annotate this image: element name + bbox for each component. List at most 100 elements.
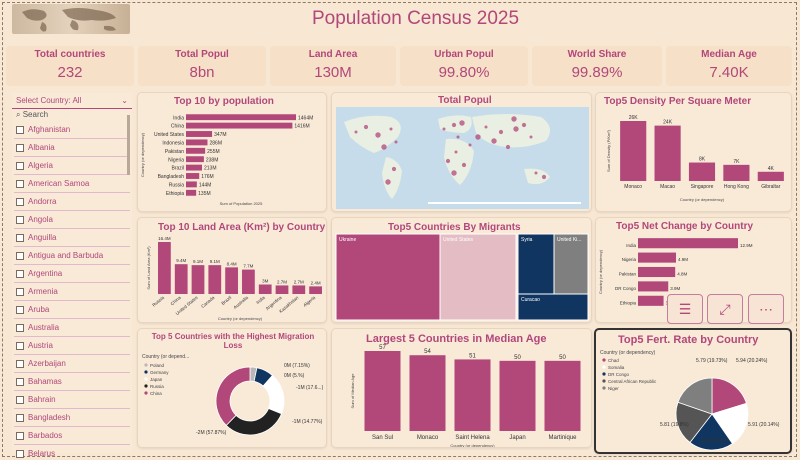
checkbox[interactable] — [16, 215, 24, 224]
map-bubble — [491, 138, 497, 144]
checkbox[interactable] — [16, 125, 24, 134]
legend-marker — [602, 379, 606, 383]
slicer-item[interactable]: Andorra — [14, 193, 130, 211]
bar — [225, 267, 238, 294]
treemap-tile — [517, 293, 589, 321]
slicer-item[interactable]: Angola — [14, 211, 130, 229]
tick-label: Ethiopia — [166, 191, 184, 197]
slicer-item[interactable]: Bangladesh — [14, 409, 130, 427]
slicer-item[interactable]: Afghanistan — [14, 121, 130, 139]
bar — [454, 359, 491, 431]
checkbox[interactable] — [16, 431, 24, 440]
tick-label: Brazil — [220, 295, 232, 306]
more-options-icon[interactable]: ⋯ — [748, 294, 784, 324]
checkbox[interactable] — [16, 359, 24, 368]
slicer-item[interactable]: Azerbaijan — [14, 355, 130, 373]
kpi-value: 7.40K — [709, 64, 749, 81]
checkbox[interactable] — [16, 305, 24, 314]
legend-marker — [144, 370, 148, 374]
map-bubble — [541, 174, 547, 180]
checkbox[interactable] — [16, 323, 24, 332]
tick-label: Bangladesh — [158, 174, 185, 180]
tile-label: United States — [443, 237, 474, 243]
country-dropdown[interactable]: Select Country: All ⌄ — [12, 93, 132, 109]
slicer-item[interactable]: Aruba — [14, 301, 130, 319]
legend-marker — [602, 372, 606, 376]
legend-marker — [144, 391, 148, 395]
chevron-down-icon: ⌄ — [121, 96, 128, 105]
checkbox[interactable] — [16, 143, 24, 152]
panel-title: Top 10 by population — [174, 96, 274, 107]
data-label: 0M (7.15%) — [284, 363, 310, 369]
data-label: 16.4M — [158, 236, 171, 241]
checkbox[interactable] — [16, 251, 24, 260]
data-label: 1464M — [298, 115, 313, 121]
slicer-item[interactable]: Argentina — [14, 265, 130, 283]
bar — [275, 285, 289, 294]
density-chart: 26K Monaco 24K Macao 8K Singapore 7K Hong Kong 4… — [606, 115, 784, 202]
panel-density: Top5 Density Per Square Meter 26K Monaco 2… — [595, 92, 792, 212]
tile-label: Syria — [521, 237, 533, 243]
data-label: 9.1M — [210, 259, 220, 264]
slicer-item[interactable]: Algeria — [14, 157, 130, 175]
data-label: 54 — [424, 349, 431, 355]
panel-title: Top5 Fert. Rate by Country — [618, 334, 759, 346]
legend-label: Central African Republic — [608, 379, 657, 384]
data-label: 5.94 (20.24%) — [736, 358, 768, 364]
map-bubble — [484, 125, 488, 129]
data-label: 5.91 (20.14%) — [748, 422, 780, 428]
tick-label: DR Congo — [615, 286, 637, 291]
data-label: -2M (57.87%) — [196, 430, 227, 436]
slicer-item-label: Aruba — [28, 305, 50, 314]
slicer-scrollbar[interactable] — [127, 115, 130, 175]
data-label: 286M — [209, 141, 222, 147]
data-label: 50 — [514, 355, 521, 361]
treemap-tile — [517, 233, 555, 295]
checkbox[interactable] — [16, 413, 24, 422]
legend-label: Germany — [150, 370, 169, 375]
slicer-item[interactable]: Bahamas — [14, 373, 130, 391]
checkbox[interactable] — [16, 269, 24, 278]
panel-fert-rate[interactable]: Top5 Fert. Rate by Country Country (or d… — [594, 328, 792, 454]
tick-label: Macao — [660, 184, 675, 190]
map-bubble — [534, 171, 538, 175]
slicer-item[interactable]: American Samoa — [14, 175, 130, 193]
slicer-item[interactable]: Australia — [14, 319, 130, 337]
bar — [723, 164, 750, 181]
slicer-item[interactable]: Anguilla — [14, 229, 130, 247]
slicer-item[interactable]: Armenia — [14, 283, 130, 301]
checkbox[interactable] — [16, 233, 24, 242]
checkbox[interactable] — [16, 161, 24, 170]
checkbox[interactable] — [16, 197, 24, 206]
slicer-item-label: Armenia — [28, 287, 58, 296]
slicer-item[interactable]: Albania — [14, 139, 130, 157]
checkbox[interactable] — [16, 341, 24, 350]
slicer-item[interactable]: Barbados — [14, 427, 130, 445]
checkbox[interactable] — [16, 449, 24, 458]
search-input[interactable]: ⌕ Search — [12, 109, 132, 121]
bar — [158, 242, 171, 294]
slicer-item[interactable]: Austria — [14, 337, 130, 355]
kpi-value: 130M — [314, 64, 352, 81]
pie-slice — [675, 401, 713, 444]
map-bubble — [394, 140, 398, 144]
slicer-item[interactable]: Bahrain — [14, 391, 130, 409]
data-label: 7.7M — [243, 264, 253, 269]
slicer-item[interactable]: Belarus — [14, 445, 130, 460]
checkbox[interactable] — [16, 377, 24, 386]
focus-mode-icon[interactable]: ⤢ — [707, 294, 743, 324]
map-bubble — [451, 170, 457, 176]
y-axis-label: Sum of Land Area (Km²) — [146, 246, 151, 290]
map-bubble — [459, 120, 465, 126]
bar — [258, 284, 272, 294]
tick-label: Ethiopia — [620, 300, 637, 305]
slicer-item[interactable]: Antigua and Barbuda — [14, 247, 130, 265]
bar — [186, 173, 200, 179]
checkbox[interactable] — [16, 395, 24, 404]
world-map[interactable] — [336, 107, 589, 209]
checkbox[interactable] — [16, 179, 24, 188]
filter-icon[interactable]: ☰ — [667, 294, 703, 324]
checkbox[interactable] — [16, 287, 24, 296]
y-axis-label: Sum of Median Age — [350, 373, 355, 409]
